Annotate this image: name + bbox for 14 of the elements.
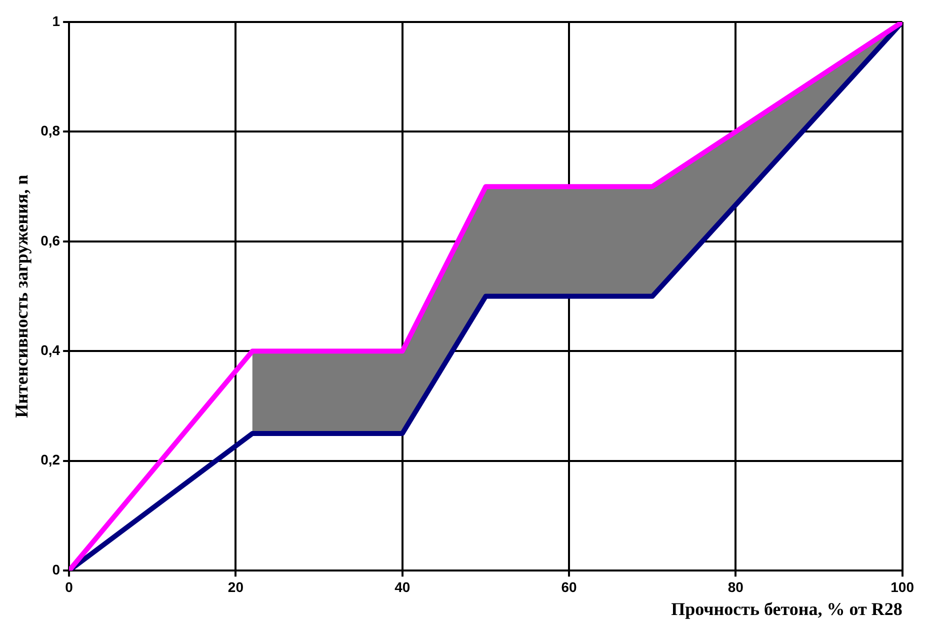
x-tick-label: 0 (65, 578, 74, 595)
y-tick-label: 0,6 (40, 232, 60, 248)
y-axis-title: Интенсивность загружения, n (11, 174, 32, 418)
y-tick-label: 0 (52, 561, 60, 578)
x-axis-title: Прочность бетона, % от R28 (671, 598, 902, 619)
y-tick-label: 0,8 (40, 122, 60, 139)
y-tick-label: 1 (52, 12, 60, 29)
y-tick-label: 0,4 (40, 342, 60, 358)
x-tick-label: 80 (728, 578, 744, 595)
x-tick-label: 20 (228, 578, 244, 595)
x-tick-label: 60 (561, 578, 578, 595)
x-tick-label: 100 (890, 578, 914, 595)
x-tick-label: 40 (394, 578, 410, 595)
y-tick-label: 0,2 (40, 452, 60, 468)
